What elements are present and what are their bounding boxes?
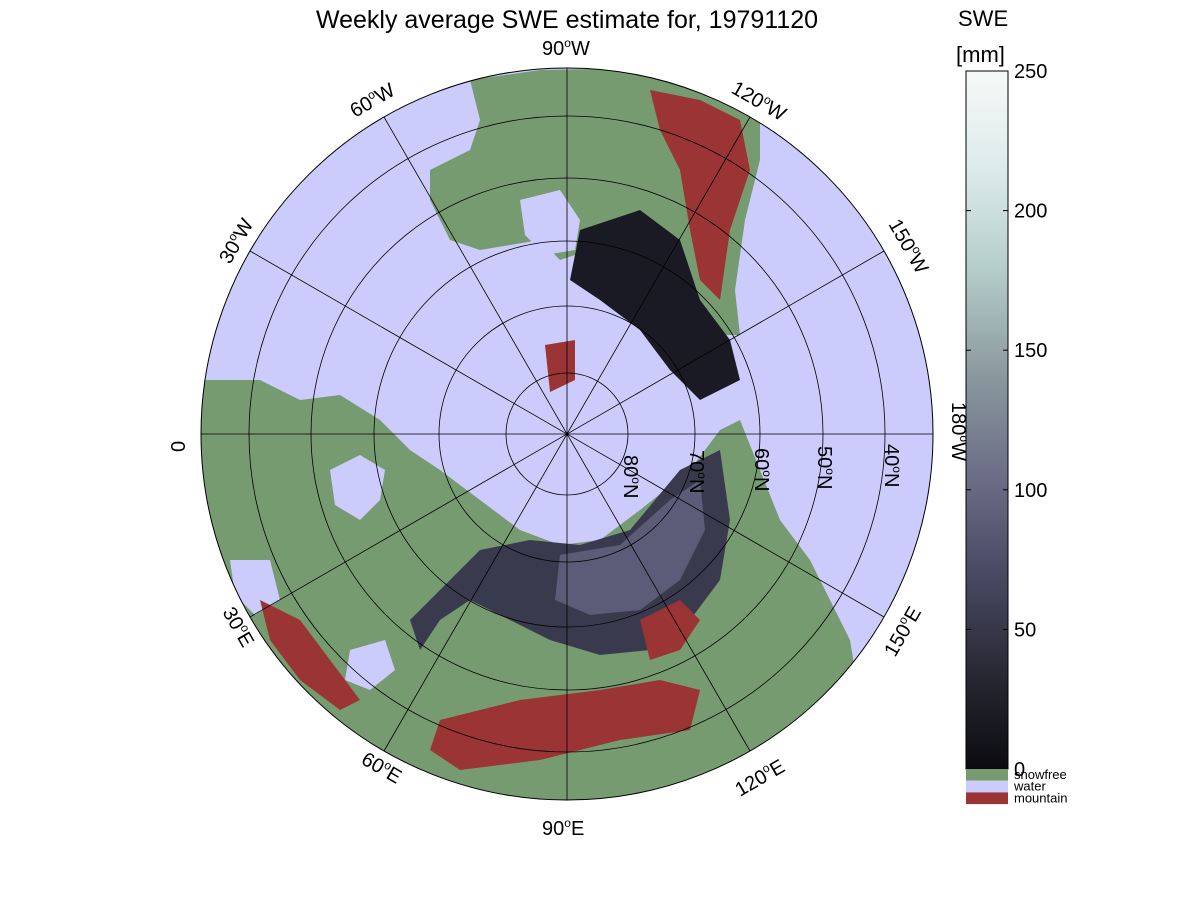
colorbar-tick-label: 150 (1014, 340, 1047, 362)
parallel-labels: 80oN 70oN 60oN 50oN 40oN (619, 444, 904, 498)
greenland-mountain (545, 340, 575, 392)
colorbar-tick-label: 50 (1014, 619, 1036, 641)
baltic-water (330, 455, 385, 520)
land-layer (201, 68, 860, 800)
label-90w: 90oW (542, 36, 590, 60)
black-caspian-water (345, 640, 395, 690)
mediterranean-water (230, 560, 280, 615)
label-60n: 60oN (750, 448, 774, 491)
label-70n: 70oN (685, 450, 709, 493)
himalaya-mountain (430, 680, 700, 770)
legend-swatch-water (966, 780, 1008, 793)
legend-swatch-mountain (966, 792, 1008, 805)
legend-label-mountain: mountain (1014, 790, 1067, 805)
colorbar-tick-label: 100 (1014, 480, 1047, 502)
siberia-snow (410, 450, 730, 655)
colorbar-ticks: 0 50 100 150 200 250 (966, 61, 1047, 781)
colorbar-label-line1: SWE (958, 6, 1008, 31)
europe-mountain (260, 600, 360, 710)
colorbar-tick-label: 250 (1014, 61, 1047, 83)
label-80n: 80oN (619, 455, 643, 498)
label-50n: 50oN (813, 446, 837, 489)
label-0: 0 (168, 441, 190, 452)
canada-snow (570, 210, 740, 400)
graticule (200, 67, 934, 801)
east-asia-mountain (640, 600, 700, 660)
rockies-mountain (650, 90, 750, 300)
legend-label-water: water (1013, 779, 1046, 794)
hudson-bay-water (520, 190, 580, 255)
map-title: Weekly average SWE estimate for, 1979112… (315, 6, 819, 34)
label-120e: 120oE (731, 754, 789, 801)
legend-swatch-snowfree (966, 769, 1008, 781)
label-180w: 180oW (947, 402, 971, 461)
colorbar (965, 70, 1009, 770)
colorbar-tick-label: 0 (1014, 759, 1025, 781)
label-90e: 90oE (542, 816, 584, 840)
colorbar-tick-label: 200 (1014, 201, 1047, 223)
legend-label-snowfree: snowfree (1014, 767, 1067, 782)
colorbar-label-line2: [mm] (956, 42, 1005, 67)
label-40n: 40oN (880, 444, 904, 487)
